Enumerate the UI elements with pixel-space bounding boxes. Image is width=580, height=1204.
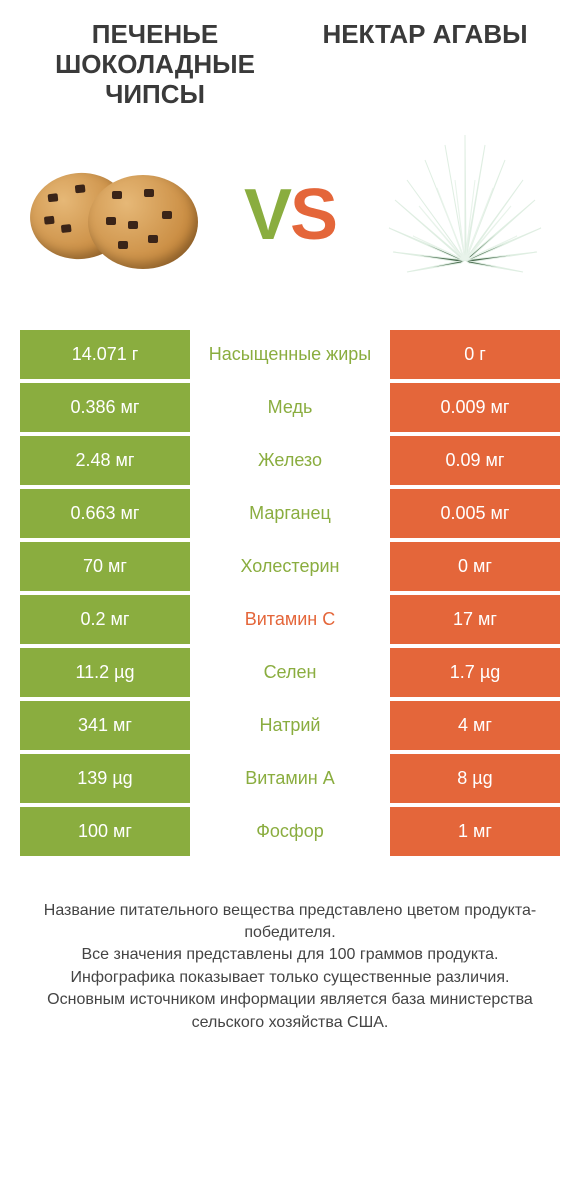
nutrient-label: Марганец: [190, 489, 390, 538]
right-value-cell: 0.09 мг: [390, 436, 560, 485]
right-product-title: НЕКТАР АГАВЫ: [310, 20, 540, 110]
right-value-cell: 0 г: [390, 330, 560, 379]
right-product-image: [380, 130, 550, 300]
footer-line: Основным источником информации является …: [30, 989, 550, 1034]
comparison-table: 14.071 гНасыщенные жиры0 г0.386 мгМедь0.…: [0, 330, 580, 856]
left-value-cell: 100 мг: [20, 807, 190, 856]
vs-label: VS: [244, 174, 336, 256]
table-row: 0.386 мгМедь0.009 мг: [20, 383, 560, 432]
left-product-image: [30, 130, 200, 300]
right-value-cell: 4 мг: [390, 701, 560, 750]
nutrient-label: Насыщенные жиры: [190, 330, 390, 379]
left-value-cell: 0.663 мг: [20, 489, 190, 538]
nutrient-label: Селен: [190, 648, 390, 697]
nutrient-label: Витамин A: [190, 754, 390, 803]
table-row: 139 µgВитамин A8 µg: [20, 754, 560, 803]
table-row: 341 мгНатрий4 мг: [20, 701, 560, 750]
vs-v: V: [244, 175, 290, 255]
nutrient-label: Фосфор: [190, 807, 390, 856]
nutrient-label: Медь: [190, 383, 390, 432]
nutrient-label: Натрий: [190, 701, 390, 750]
left-value-cell: 0.386 мг: [20, 383, 190, 432]
nutrient-label: Холестерин: [190, 542, 390, 591]
footer-line: Все значения представлены для 100 граммо…: [30, 944, 550, 966]
table-row: 0.2 мгВитамин C17 мг: [20, 595, 560, 644]
right-value-cell: 1 мг: [390, 807, 560, 856]
left-value-cell: 341 мг: [20, 701, 190, 750]
header: ПЕЧЕНЬЕ ШОКОЛАДНЫЕ ЧИПСЫ НЕКТАР АГАВЫ: [0, 0, 580, 120]
left-value-cell: 70 мг: [20, 542, 190, 591]
table-row: 14.071 гНасыщенные жиры0 г: [20, 330, 560, 379]
left-value-cell: 0.2 мг: [20, 595, 190, 644]
left-product-title: ПЕЧЕНЬЕ ШОКОЛАДНЫЕ ЧИПСЫ: [40, 20, 270, 110]
footer-line: Название питательного вещества представл…: [30, 900, 550, 945]
nutrient-label: Железо: [190, 436, 390, 485]
left-value-cell: 2.48 мг: [20, 436, 190, 485]
vs-s: S: [290, 175, 336, 255]
table-row: 11.2 µgСелен1.7 µg: [20, 648, 560, 697]
footer-notes: Название питательного вещества представл…: [0, 860, 580, 1034]
left-value-cell: 14.071 г: [20, 330, 190, 379]
right-value-cell: 17 мг: [390, 595, 560, 644]
table-row: 0.663 мгМарганец0.005 мг: [20, 489, 560, 538]
right-value-cell: 0 мг: [390, 542, 560, 591]
left-value-cell: 139 µg: [20, 754, 190, 803]
right-value-cell: 0.005 мг: [390, 489, 560, 538]
footer-line: Инфографика показывает только существенн…: [30, 967, 550, 989]
right-value-cell: 1.7 µg: [390, 648, 560, 697]
table-row: 70 мгХолестерин0 мг: [20, 542, 560, 591]
table-row: 2.48 мгЖелезо0.09 мг: [20, 436, 560, 485]
table-row: 100 мгФосфор1 мг: [20, 807, 560, 856]
left-value-cell: 11.2 µg: [20, 648, 190, 697]
right-value-cell: 0.009 мг: [390, 383, 560, 432]
nutrient-label: Витамин C: [190, 595, 390, 644]
right-value-cell: 8 µg: [390, 754, 560, 803]
vs-row: VS: [0, 120, 580, 330]
